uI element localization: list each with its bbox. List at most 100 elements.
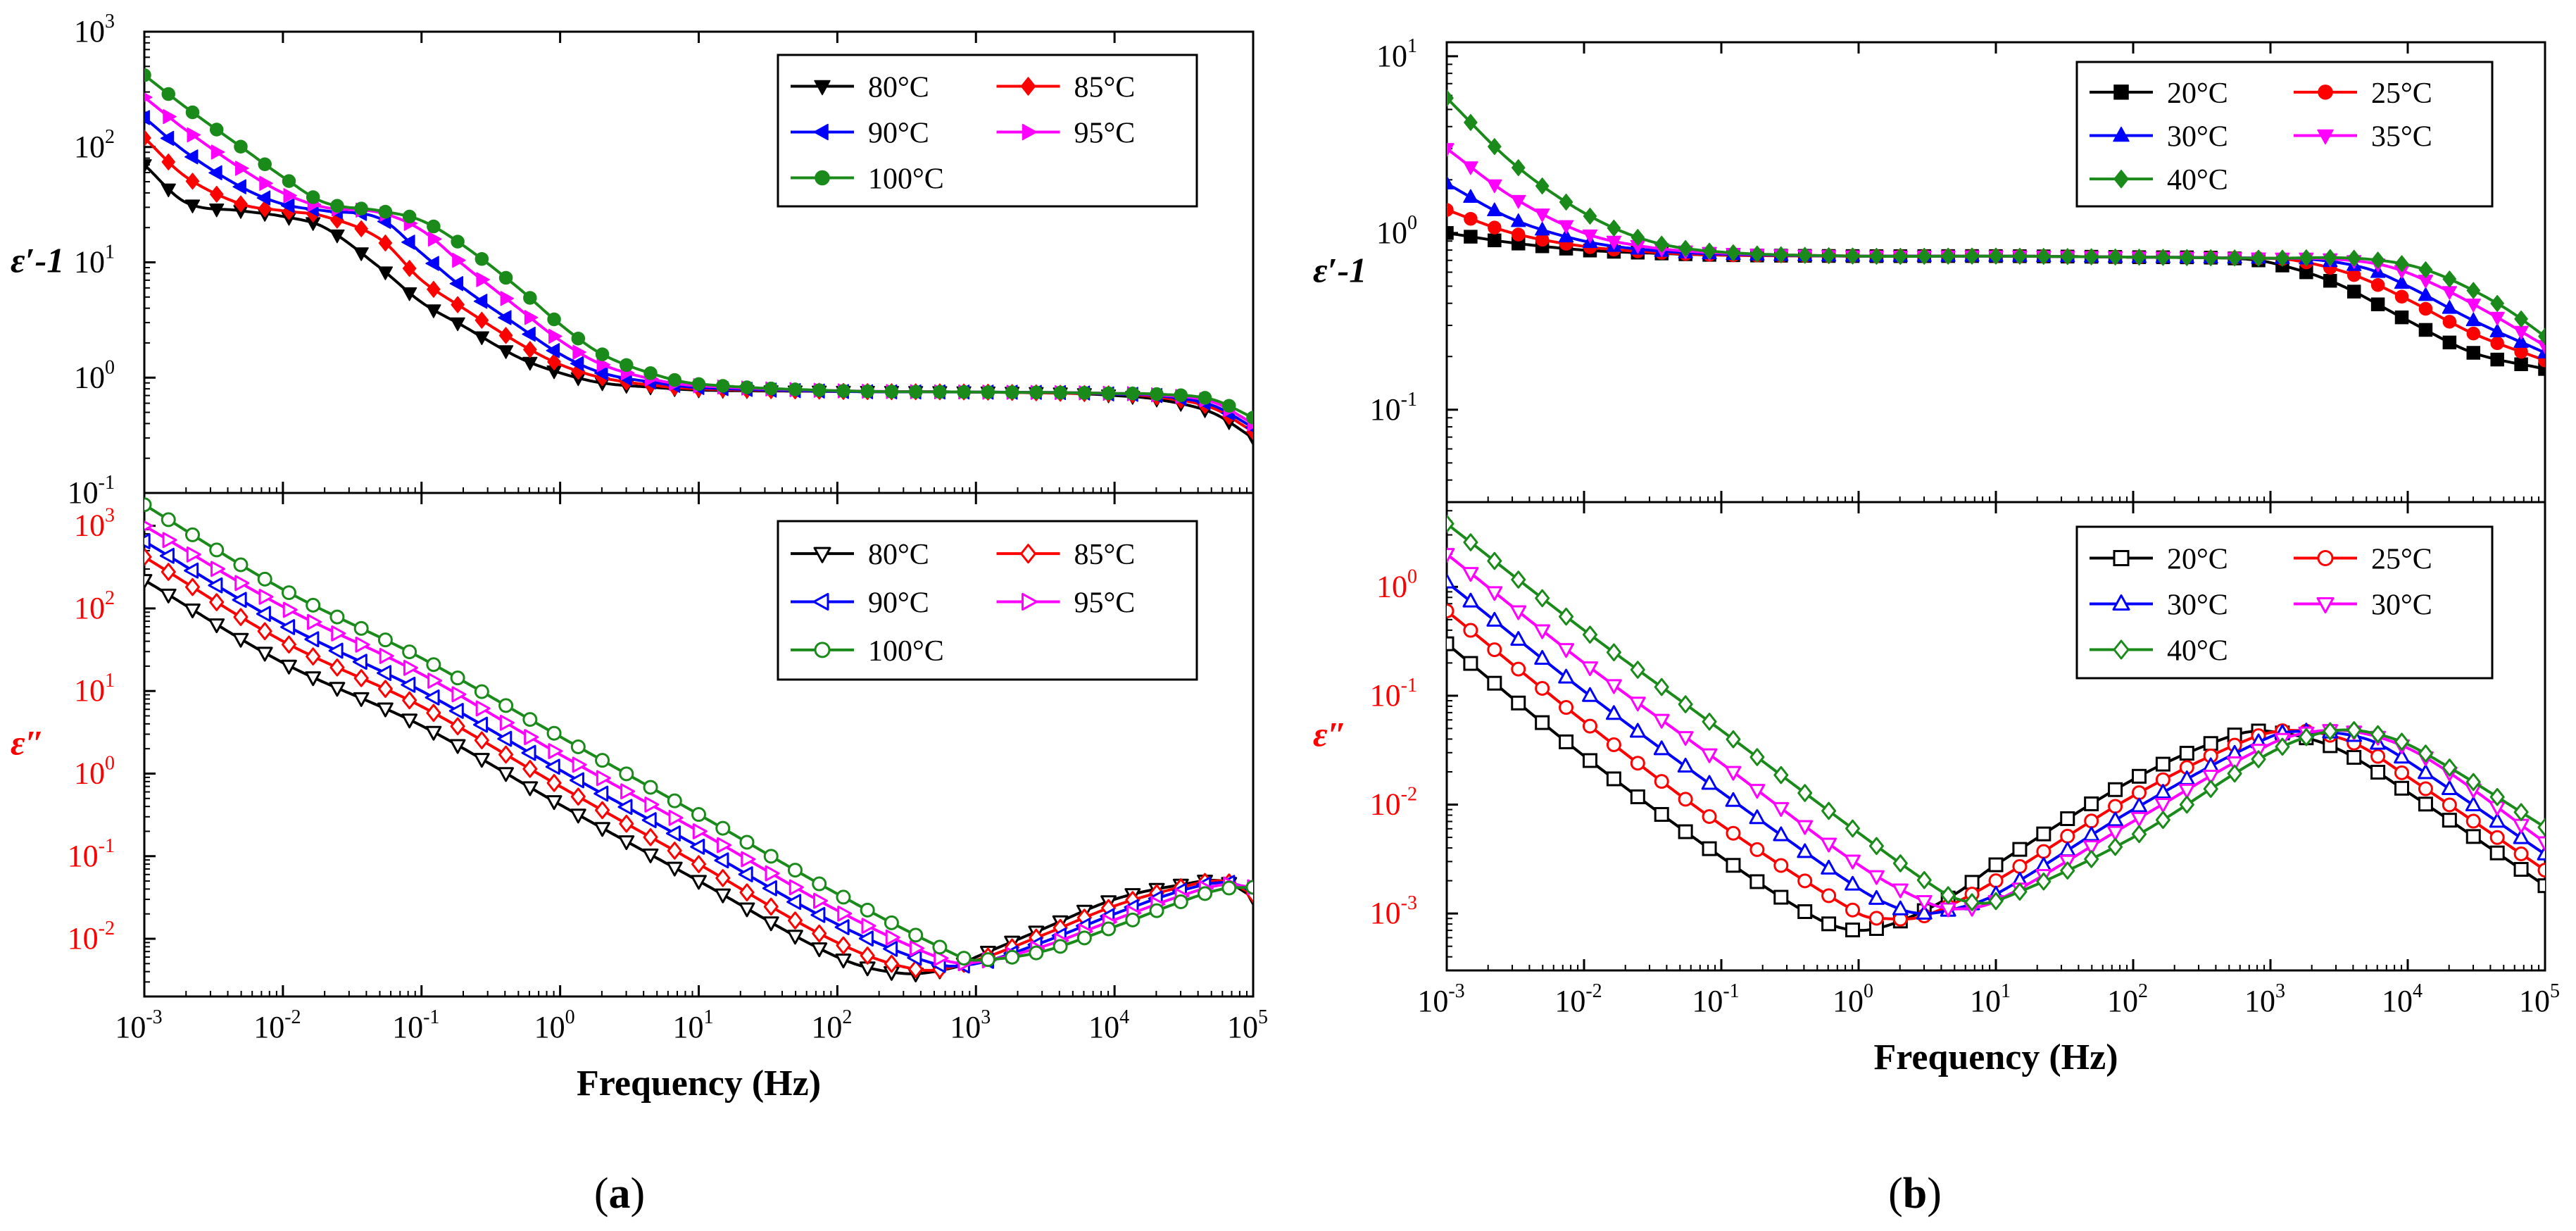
data-point bbox=[2370, 251, 2385, 269]
data-point bbox=[596, 770, 611, 787]
data-point bbox=[2299, 249, 2313, 267]
data-point bbox=[2394, 749, 2410, 764]
data-point bbox=[426, 657, 441, 673]
data-point bbox=[2394, 289, 2409, 304]
data-point bbox=[1558, 220, 1574, 235]
data-point bbox=[739, 883, 755, 901]
data-point bbox=[1773, 801, 1790, 817]
x-tick-label: 100 bbox=[534, 1006, 575, 1044]
data-point bbox=[1053, 939, 1068, 954]
legend-marker bbox=[1020, 544, 1036, 564]
data-point bbox=[1821, 801, 1837, 820]
data-point bbox=[812, 876, 827, 892]
data-point bbox=[835, 954, 852, 969]
data-point bbox=[522, 712, 538, 727]
data-point bbox=[2346, 749, 2362, 765]
data-point bbox=[1773, 766, 1789, 785]
data-point bbox=[1631, 229, 1645, 246]
data-point bbox=[691, 875, 707, 890]
data-point bbox=[402, 209, 417, 224]
data-point bbox=[2489, 311, 2505, 326]
y-axis-label: ε″ bbox=[1313, 715, 1347, 754]
data-point bbox=[2489, 323, 2505, 337]
data-point bbox=[1535, 221, 1550, 236]
data-point bbox=[2394, 765, 2410, 780]
data-point bbox=[1125, 912, 1141, 927]
data-point bbox=[1916, 904, 1933, 920]
legend-label: 20°C bbox=[2167, 77, 2228, 110]
legend: 20°C 25°C 30°C 35°C 40°C bbox=[2075, 61, 2494, 208]
data-point bbox=[2442, 270, 2457, 288]
data-point bbox=[401, 287, 417, 301]
data-point bbox=[1447, 604, 1455, 619]
data-point bbox=[208, 165, 222, 181]
data-point bbox=[2203, 736, 2218, 751]
data-point bbox=[1773, 889, 1789, 905]
data-point bbox=[2275, 737, 2290, 756]
data-point bbox=[2131, 811, 2147, 827]
data-point bbox=[2370, 765, 2386, 780]
data-point bbox=[547, 353, 561, 370]
data-point bbox=[1559, 193, 1573, 211]
data-point bbox=[1464, 211, 1478, 226]
data-point bbox=[1488, 220, 1502, 235]
data-point bbox=[957, 385, 971, 399]
y-tick-label: 101 bbox=[74, 242, 115, 280]
data-point bbox=[144, 159, 152, 173]
data-point bbox=[1605, 705, 1622, 720]
data-point bbox=[306, 613, 322, 630]
data-point bbox=[2490, 294, 2504, 312]
data-point bbox=[1868, 889, 1885, 905]
legend-label: 95°C bbox=[1074, 118, 1136, 150]
data-point bbox=[256, 606, 271, 623]
data-point bbox=[208, 618, 225, 634]
data-point bbox=[548, 328, 563, 344]
data-point bbox=[2370, 297, 2385, 311]
y-tick-label: 10-1 bbox=[1370, 389, 1417, 427]
legend-entry: 25°C bbox=[2294, 77, 2432, 110]
data-point bbox=[1916, 894, 1933, 910]
data-point bbox=[450, 717, 465, 736]
y-tick-label: 100 bbox=[74, 356, 115, 394]
data-point bbox=[836, 384, 850, 398]
y-axis-label: ε′-1 bbox=[11, 241, 64, 280]
data-point bbox=[1964, 875, 1980, 890]
data-point bbox=[2036, 826, 2052, 842]
data-point bbox=[2179, 746, 2194, 761]
data-point bbox=[787, 863, 803, 878]
data-point bbox=[378, 235, 393, 252]
data-point bbox=[1447, 175, 1455, 189]
data-point bbox=[763, 897, 779, 916]
data-point bbox=[546, 774, 562, 792]
data-point bbox=[981, 385, 995, 399]
data-point bbox=[2251, 750, 2266, 768]
legend: 80°C 85°C 90°C 95°C 100°C bbox=[777, 54, 1198, 208]
data-point bbox=[186, 546, 201, 563]
data-point bbox=[1892, 900, 1909, 916]
data-point bbox=[2418, 764, 2434, 780]
data-point bbox=[144, 129, 151, 146]
data-point bbox=[1726, 858, 1741, 873]
legend-marker bbox=[813, 546, 831, 563]
data-point bbox=[546, 795, 563, 811]
data-point bbox=[2418, 796, 2433, 812]
data-point bbox=[426, 704, 441, 723]
data-point bbox=[161, 512, 176, 527]
data-point bbox=[2299, 727, 2314, 746]
data-point bbox=[282, 601, 298, 618]
data-point bbox=[690, 838, 705, 855]
data-point bbox=[2084, 796, 2099, 811]
data-point bbox=[1076, 930, 1092, 946]
data-point bbox=[1487, 202, 1502, 216]
data-point bbox=[1630, 661, 1645, 679]
data-point bbox=[884, 385, 899, 399]
data-point bbox=[2513, 846, 2529, 861]
data-point bbox=[860, 902, 875, 918]
data-point bbox=[717, 837, 732, 854]
data-point bbox=[1749, 748, 1765, 766]
data-point bbox=[2394, 310, 2409, 325]
data-point bbox=[546, 343, 560, 358]
y-tick-label: 101 bbox=[1376, 35, 1417, 73]
data-point bbox=[1077, 386, 1092, 400]
